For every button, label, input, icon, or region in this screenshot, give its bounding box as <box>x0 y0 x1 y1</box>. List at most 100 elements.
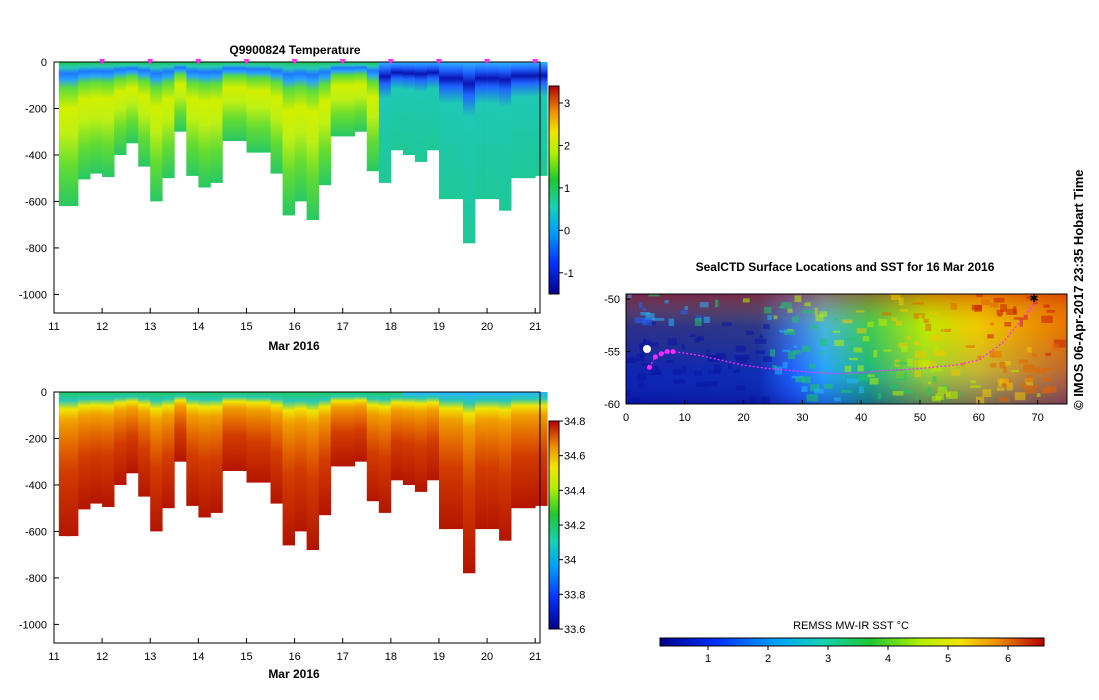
profile-column <box>186 62 199 176</box>
profile-column <box>511 62 524 179</box>
profile-column <box>390 392 404 481</box>
x-tick-label: 14 <box>192 651 204 663</box>
sst-colorbar-tick-label: 6 <box>1005 653 1011 665</box>
sst-patch <box>767 315 772 321</box>
sst-patch <box>997 313 1002 317</box>
sst-patch <box>697 336 704 341</box>
sst-patch <box>815 314 824 322</box>
sst-patch <box>844 365 852 372</box>
sst-patch <box>638 302 643 308</box>
profile-column <box>294 62 307 202</box>
sst-patch <box>898 297 904 306</box>
profile-column <box>66 392 79 537</box>
sst-patch <box>696 381 707 387</box>
sst-patch <box>914 351 926 359</box>
profile-column <box>402 392 416 485</box>
sst-patch <box>689 334 696 337</box>
sst-patch <box>819 351 824 355</box>
sst-patch <box>1024 294 1032 297</box>
salinity-colorbar <box>548 420 560 630</box>
sst-patch <box>930 370 935 373</box>
seal-location <box>670 349 676 355</box>
sst-patch <box>929 312 938 315</box>
sst-patch <box>703 316 710 323</box>
sst-patch <box>668 318 675 327</box>
sst-colorbar <box>659 637 1045 647</box>
colorbar-tick-label: -1 <box>564 268 574 280</box>
sst-patch <box>1033 384 1039 388</box>
seal-track-points <box>647 349 676 370</box>
sst-patch <box>802 310 815 314</box>
start-location-marker <box>643 345 651 353</box>
sst-patch <box>1045 386 1057 393</box>
sst-patch <box>640 363 648 366</box>
profile-column <box>270 392 283 504</box>
sst-patch <box>1006 308 1018 315</box>
temperature-colorbar <box>548 85 560 295</box>
profile-column <box>102 392 115 507</box>
sst-patch <box>890 384 898 390</box>
sst-patch <box>977 355 982 360</box>
sst-patch <box>848 345 854 350</box>
map-x-tick-label: 40 <box>855 412 867 424</box>
sst-patch <box>896 372 907 381</box>
sst-patch <box>869 378 879 385</box>
sst-patch <box>878 319 888 327</box>
sst-patch <box>976 294 983 298</box>
sst-patch <box>779 329 789 333</box>
map-x-tick-label: 30 <box>796 412 808 424</box>
sst-patch <box>710 355 722 362</box>
sst-patch <box>937 386 947 394</box>
sst-patch <box>626 358 637 364</box>
profile-marker <box>291 59 298 65</box>
sst-patch <box>999 361 1006 369</box>
sst-patch <box>1026 296 1034 299</box>
sst-patch <box>810 325 820 329</box>
profile-column <box>162 62 175 179</box>
sst-patch <box>932 366 942 372</box>
sst-patch <box>855 310 865 313</box>
sst-patch <box>915 396 919 400</box>
sst-patch <box>970 385 981 388</box>
sst-patch <box>713 364 721 373</box>
map-y-axis: -50 -55 -60 <box>604 294 630 411</box>
sst-patch <box>715 299 719 308</box>
seal-location <box>647 364 653 370</box>
sst-patch <box>802 345 811 352</box>
colorbar-tick-label: 34.4 <box>564 485 585 497</box>
sst-patch <box>736 357 748 364</box>
x-tick-label: 14 <box>192 321 204 333</box>
sst-patch <box>1026 346 1032 353</box>
sst-patch <box>996 387 1005 391</box>
sst-patch <box>801 386 808 392</box>
profile-column <box>330 62 344 137</box>
sst-patch <box>1004 322 1012 327</box>
sst-patch <box>636 354 645 362</box>
temperature-panel: Q9900824 Temperature 11 12 13 14 15 16 17 18 19 2… <box>19 43 574 353</box>
sst-patch <box>680 310 688 315</box>
end-location-marker: ✱ <box>1029 292 1038 305</box>
profile-column <box>402 62 416 155</box>
sst-patch <box>950 364 956 369</box>
sst-patch <box>974 304 982 312</box>
sst-patch <box>793 350 801 355</box>
sst-patch <box>650 372 660 375</box>
y-tick-label: 0 <box>41 57 47 69</box>
sst-patch <box>907 358 913 367</box>
sst-patch <box>1004 361 1011 366</box>
y-tick-label: -1000 <box>19 619 47 631</box>
profile-column <box>234 392 247 471</box>
sst-patch <box>931 396 941 402</box>
sst-patch <box>627 294 632 298</box>
sst-patch <box>1013 317 1024 320</box>
sst-patch <box>993 297 1005 303</box>
sst-patch <box>862 336 870 342</box>
salinity-xlabel: Mar 2016 <box>268 667 320 681</box>
sst-patch <box>895 320 903 326</box>
sst-patch <box>746 331 754 335</box>
sst-patch <box>806 394 819 402</box>
profile-column <box>378 62 392 183</box>
sst-colorbar-title: REMSS MW-IR SST °C <box>793 620 909 632</box>
sst-patch <box>1003 367 1007 373</box>
